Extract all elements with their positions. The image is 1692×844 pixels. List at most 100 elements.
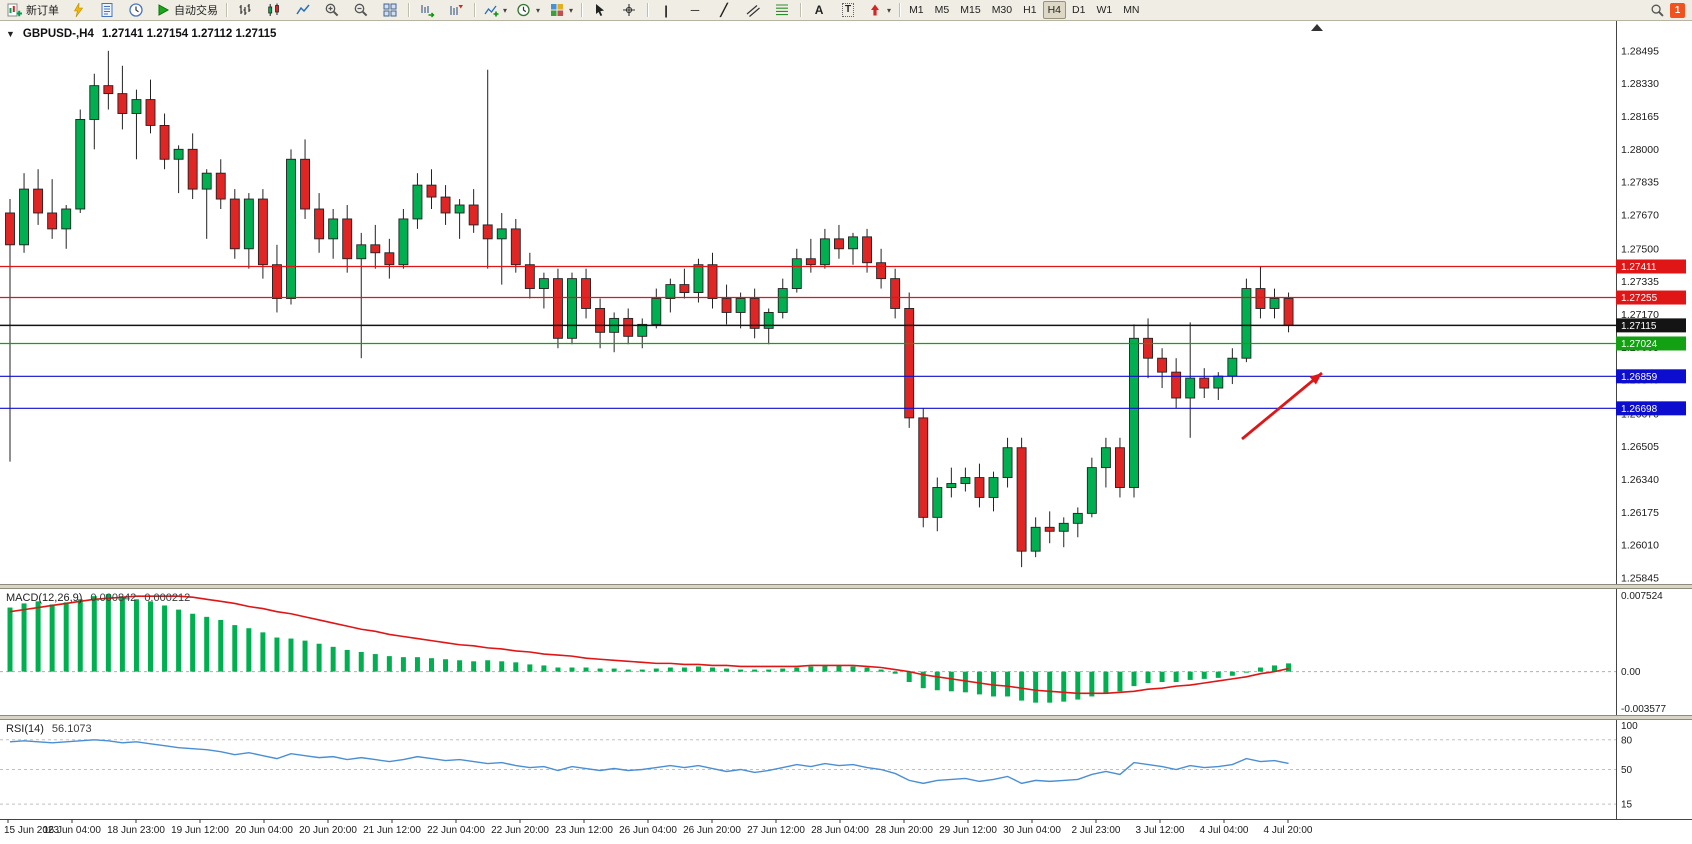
svg-text:1.27115: 1.27115: [1621, 321, 1657, 332]
macd-bar: [457, 660, 463, 672]
trendline-icon: ╱: [720, 3, 728, 17]
zoom-in-icon: [325, 3, 339, 17]
svg-text:1.26010: 1.26010: [1621, 540, 1659, 552]
chart-shift-marker: [1311, 24, 1323, 31]
periods-button[interactable]: ▾: [512, 0, 544, 20]
new-order-button[interactable]: 新订单: [3, 0, 63, 20]
macd-bar: [1103, 671, 1109, 694]
timeframe-m5-button[interactable]: M5: [934, 4, 950, 16]
rsi-indicator-label: RSI(14) 56.1073: [6, 723, 92, 735]
macd-bar: [1047, 671, 1053, 703]
candles: [5, 50, 1294, 568]
svg-text:1.27255: 1.27255: [1621, 293, 1658, 304]
auto-trading-button[interactable]: 自动交易: [151, 0, 222, 20]
macd-bar: [695, 666, 701, 672]
timeframe-m1-button[interactable]: M1: [909, 4, 924, 16]
time-axis[interactable]: [0, 820, 1616, 844]
price-axis[interactable]: [1617, 21, 1692, 819]
script-button[interactable]: [93, 0, 121, 20]
timeframe-w1-button[interactable]: W1: [1096, 4, 1113, 16]
text-icon: A: [814, 3, 824, 17]
symbol-ohlc: 1.27141 1.27154 1.27112 1.27115: [101, 28, 277, 40]
text-label-button[interactable]: T: [834, 0, 862, 20]
one-click-trading-toggle[interactable]: ▼: [6, 29, 15, 39]
tile-windows-button[interactable]: [376, 0, 404, 20]
svg-text:4 Jul 20:00: 4 Jul 20:00: [1264, 825, 1313, 836]
svg-text:0.007524: 0.007524: [1621, 591, 1663, 602]
candle-up: [763, 311, 774, 329]
line-chart-button[interactable]: [289, 0, 317, 20]
price-badge: [1616, 318, 1686, 333]
auto-scroll-button[interactable]: [413, 0, 441, 20]
candle-down: [229, 198, 240, 250]
indicators-button[interactable]: ▾: [479, 0, 511, 20]
auto-scroll-icon: [421, 5, 435, 18]
macd-bar: [499, 661, 505, 672]
horizontal-line-button[interactable]: ─: [681, 0, 709, 20]
toolbar-right-group: 1: [1650, 2, 1689, 18]
macd-bar: [91, 596, 97, 672]
candle-up: [201, 172, 212, 190]
chevron-down-icon: ▾: [536, 5, 541, 15]
search-icon[interactable]: [1650, 3, 1665, 18]
cursor-button[interactable]: [586, 0, 614, 20]
chevron-down-icon: ▾: [569, 5, 574, 15]
timeframe-m30-button[interactable]: M30: [991, 4, 1013, 16]
candle-up: [1072, 512, 1083, 524]
toolbar-separator: [474, 3, 475, 17]
candle-down: [314, 208, 325, 240]
candle-up: [1058, 522, 1069, 532]
candlestick-chart-button[interactable]: [260, 0, 288, 20]
server-time-button[interactable]: [122, 0, 150, 20]
fibonacci-button[interactable]: [768, 0, 796, 20]
macd-bar: [218, 619, 224, 672]
macd-bar: [948, 671, 954, 692]
zoom-in-button[interactable]: [318, 0, 346, 20]
vertical-line-icon: |: [664, 2, 668, 18]
panel-splitter-macd[interactable]: [0, 584, 1692, 589]
templates-button[interactable]: ▾: [545, 0, 577, 20]
timeframe-h4-button[interactable]: H4: [1042, 1, 1066, 19]
svg-text:100: 100: [1621, 721, 1638, 732]
macd-bar: [1243, 671, 1249, 673]
vertical-line-button[interactable]: |: [652, 0, 680, 20]
timeframe-m15-button[interactable]: M15: [960, 4, 981, 16]
trendline-button[interactable]: ╱: [710, 0, 738, 20]
candle-down: [342, 218, 353, 260]
candle-down: [862, 236, 872, 264]
price-badge: [1616, 259, 1686, 274]
text-button[interactable]: A: [805, 0, 833, 20]
bar-chart-button[interactable]: [231, 0, 259, 20]
zoom-out-button[interactable]: [347, 0, 375, 20]
macd-bar: [386, 656, 392, 672]
svg-text:1.28330: 1.28330: [1621, 78, 1659, 90]
candle-down: [805, 258, 816, 266]
macd-name: MACD(12,26,9): [6, 592, 83, 604]
timeframe-h1-button[interactable]: H1: [1023, 4, 1037, 16]
macd-bar: [471, 661, 477, 672]
bar-chart-icon: [239, 4, 251, 15]
candle-down: [1143, 337, 1154, 359]
channel-button[interactable]: [739, 0, 767, 20]
tile-windows-icon: [383, 3, 397, 17]
macd-bar: [63, 602, 69, 672]
svg-text:19 Jun 12:00: 19 Jun 12:00: [171, 825, 229, 836]
candle-down: [904, 308, 915, 419]
crosshair-button[interactable]: [615, 0, 643, 20]
metaeditor-button[interactable]: [64, 0, 92, 20]
timeframe-d1-button[interactable]: D1: [1072, 4, 1086, 16]
candle-up: [651, 298, 662, 325]
macd-bar: [7, 607, 13, 672]
timeframe-mn-button[interactable]: MN: [1123, 4, 1140, 16]
notification-badge[interactable]: 1: [1670, 2, 1685, 18]
svg-text:15: 15: [1621, 800, 1633, 811]
chart-canvas[interactable]: 1.28495 1.28330 1.28165 1.28000 1.27835 1.276…: [0, 21, 1692, 844]
macd-bar: [794, 667, 800, 672]
macd-bar: [133, 599, 139, 672]
arrows-button[interactable]: ▾: [863, 0, 895, 20]
templates-icon: [551, 4, 564, 16]
candle-up: [932, 487, 943, 518]
chart-shift-button[interactable]: [442, 0, 470, 20]
panel-splitter-rsi[interactable]: [0, 715, 1692, 720]
candle-up: [398, 218, 409, 266]
